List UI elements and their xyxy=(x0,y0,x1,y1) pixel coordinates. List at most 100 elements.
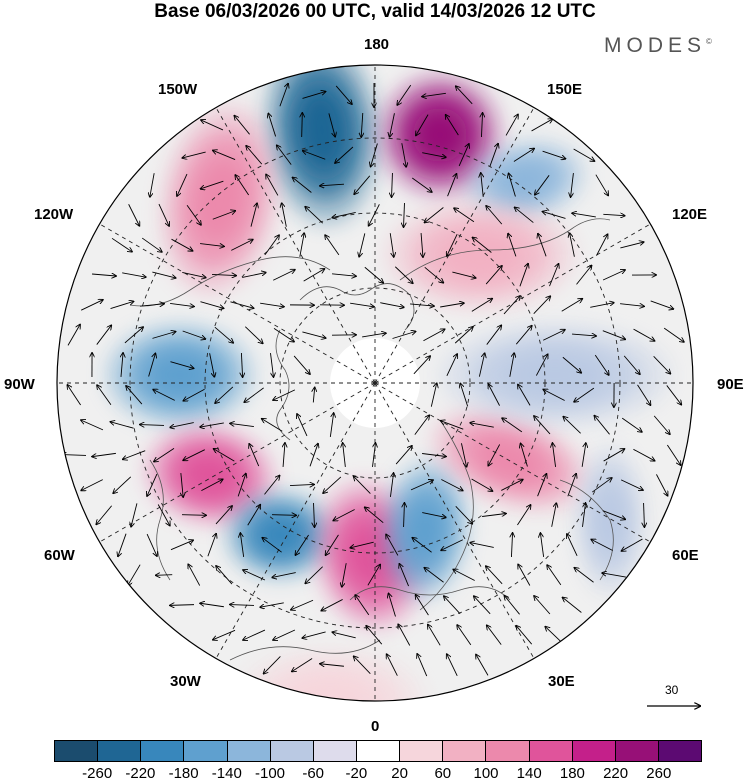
wind-vector xyxy=(246,146,263,165)
wind-vector xyxy=(603,449,625,462)
wind-vectors xyxy=(62,83,684,677)
wind-vector xyxy=(230,301,253,308)
wind-vector xyxy=(395,446,412,465)
wind-vector xyxy=(271,515,296,516)
wind-vector xyxy=(425,207,444,223)
wind-vector xyxy=(394,266,412,283)
wind-vector xyxy=(517,505,530,526)
wind-vector xyxy=(350,541,374,548)
wind-vector xyxy=(323,476,342,493)
wind-vector xyxy=(414,415,429,435)
wind-vector xyxy=(470,423,494,428)
wind-vector xyxy=(354,656,371,674)
wind-vector xyxy=(486,325,501,345)
wind-vector xyxy=(126,386,143,405)
colorbar-segment xyxy=(313,741,357,761)
wind-vector xyxy=(650,300,674,309)
wind-vector xyxy=(186,204,201,225)
wind-vector xyxy=(156,575,173,576)
wind-vector xyxy=(502,418,523,433)
wind-vector xyxy=(201,180,224,189)
wind-vector xyxy=(478,353,484,377)
wind-vector xyxy=(293,178,312,193)
lon-label-0: 0 xyxy=(371,718,380,735)
wind-vector xyxy=(398,624,411,646)
wind-vector xyxy=(666,444,680,465)
wind-vector xyxy=(533,296,551,315)
wind-vector xyxy=(622,538,643,551)
anomaly-center xyxy=(440,323,670,427)
wind-vector xyxy=(313,388,314,403)
wind-vector xyxy=(243,629,266,640)
meridian-line xyxy=(374,223,651,384)
wind-vector xyxy=(326,534,339,555)
lon-label-150w: 150W xyxy=(158,81,198,98)
colorbar-tick-label: -20 xyxy=(345,765,368,782)
wind-vector xyxy=(423,329,444,342)
wind-vector xyxy=(146,533,157,556)
colorbar-tick-label: -220 xyxy=(125,765,156,782)
wind-vector xyxy=(470,543,494,548)
lon-label-30w: 30W xyxy=(170,673,201,690)
colorbar-tick-label: 100 xyxy=(473,765,499,782)
wind-vector xyxy=(361,112,363,137)
wind-vector xyxy=(124,327,143,344)
wind-vector xyxy=(92,274,116,276)
wind-vector xyxy=(534,416,551,435)
wind-vector xyxy=(567,534,578,557)
wind-vector xyxy=(531,119,553,132)
wind-vector xyxy=(387,654,398,676)
wind-vector xyxy=(447,233,458,256)
wind-vector xyxy=(247,505,260,526)
colorbar-segment xyxy=(615,741,659,761)
colorbar-segment xyxy=(486,741,530,761)
wind-vector xyxy=(81,479,103,491)
wind-vector xyxy=(362,333,386,338)
wind-vector xyxy=(328,113,335,136)
wind-vector xyxy=(303,269,325,282)
wind-vector xyxy=(170,422,194,428)
wind-vector xyxy=(188,564,201,586)
colorbar-tick-label: 140 xyxy=(516,765,542,782)
wind-vector xyxy=(452,271,475,278)
wind-vector xyxy=(216,566,233,585)
wind-vector xyxy=(590,303,614,308)
wind-vector xyxy=(473,238,492,253)
wind-vector xyxy=(389,594,396,617)
colorbar-tick-label: 180 xyxy=(559,765,585,782)
wind-vector xyxy=(154,448,175,461)
wind-vector xyxy=(96,325,111,345)
wind-vector xyxy=(81,420,104,431)
wind-vector xyxy=(481,173,483,197)
wind-vector xyxy=(128,564,141,586)
wind-vector xyxy=(392,331,416,339)
anomaly-center xyxy=(226,491,334,579)
wind-vector xyxy=(273,327,294,341)
wind-vector xyxy=(535,354,547,376)
wind-vector xyxy=(516,626,533,645)
colorbar-tick-label: 20 xyxy=(391,765,408,782)
wind-vector xyxy=(447,174,457,197)
wind-vector xyxy=(397,84,412,105)
wind-vector xyxy=(302,631,326,638)
lon-label-90w: 90W xyxy=(4,376,35,393)
wind-vector xyxy=(453,570,475,581)
wind-vector xyxy=(551,503,557,527)
wind-vector xyxy=(457,625,472,646)
wind-vector xyxy=(390,113,395,136)
wind-vector xyxy=(342,563,347,587)
wind-vector xyxy=(121,353,123,377)
wind-vector xyxy=(476,655,489,676)
wind-vector xyxy=(456,86,473,105)
wind-vector xyxy=(335,146,354,163)
wind-vector xyxy=(471,478,493,491)
colorbar-segment xyxy=(270,741,314,761)
wind-vector xyxy=(320,664,344,667)
wind-vector xyxy=(214,449,235,462)
wind-vector xyxy=(128,204,140,225)
colorbar-tick-label: 60 xyxy=(434,765,452,782)
wind-vector xyxy=(567,474,576,497)
wind-vector xyxy=(372,443,375,467)
colorbar-segment xyxy=(572,741,616,761)
wind-vector xyxy=(231,240,252,251)
